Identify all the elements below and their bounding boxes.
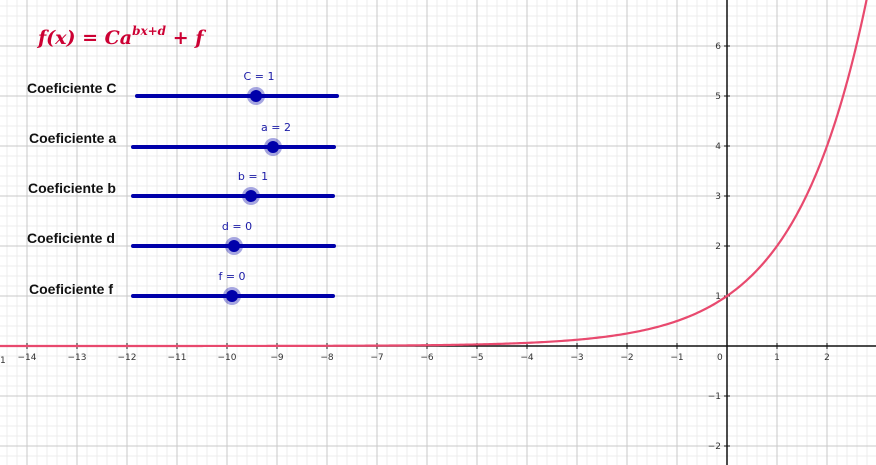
- edge-label: 1: [0, 356, 6, 366]
- slider-value-b: b = 1: [237, 170, 269, 183]
- function-curve[interactable]: [0, 0, 872, 348]
- y-tick-label: −2: [708, 442, 721, 452]
- x-tick-label: −5: [470, 353, 483, 363]
- y-tick-label: −1: [708, 392, 721, 402]
- y-tick-label: 5: [715, 92, 721, 102]
- slider-label-b: Coeficiente b: [28, 180, 116, 196]
- x-tick-label: −13: [68, 353, 87, 363]
- formula-lhs: f(x): [38, 27, 76, 49]
- slider-track-b[interactable]: [131, 194, 335, 198]
- x-tick-label: −4: [520, 353, 534, 363]
- slider-handle-b[interactable]: [245, 190, 257, 202]
- y-tick-labels: −2 −1 1 2 3 4 5 6: [708, 42, 730, 452]
- origin-label: 0: [717, 353, 723, 363]
- formula-tail: + f: [166, 27, 204, 49]
- formula-equals: =: [75, 27, 105, 49]
- function-formula: f(x) = Cabx+d + f: [38, 24, 203, 49]
- x-tick-label: −14: [18, 353, 37, 363]
- slider-value-c: C = 1: [243, 70, 275, 83]
- y-tick-label: 1: [715, 292, 721, 302]
- slider-handle-c[interactable]: [250, 90, 262, 102]
- slider-value-a: a = 2: [261, 121, 291, 134]
- slider-value-d: d = 0: [221, 220, 253, 233]
- x-tick-label: −10: [218, 353, 237, 363]
- formula-exponent: bx+d: [132, 24, 167, 38]
- slider-handle-d[interactable]: [228, 240, 240, 252]
- x-tick-label: 2: [824, 353, 830, 363]
- x-tick-label: 1: [774, 353, 780, 363]
- x-tick-label: −3: [570, 353, 583, 363]
- slider-label-a: Coeficiente a: [29, 130, 117, 146]
- y-tick-label: 4: [715, 142, 721, 152]
- slider-label-f: Coeficiente f: [29, 281, 114, 297]
- x-tick-label: −7: [370, 353, 383, 363]
- formula-base: Ca: [104, 27, 133, 49]
- x-tick-labels: −14 −13 −12 −11 −10 −9 −8 −7 −6 −5 −4 −3 −2 −1 1 2: [18, 343, 830, 363]
- slider-label-d: Coeficiente d: [27, 230, 115, 246]
- slider-track-a[interactable]: [131, 145, 336, 149]
- slider-label-c: Coeficiente C: [27, 80, 117, 96]
- y-tick-label: 6: [715, 42, 721, 52]
- x-tick-label: −6: [420, 353, 434, 363]
- x-tick-label: −9: [270, 353, 284, 363]
- x-tick-label: −1: [670, 353, 683, 363]
- x-tick-label: −8: [320, 353, 334, 363]
- x-tick-label: −12: [118, 353, 137, 363]
- slider-handle-a[interactable]: [267, 141, 279, 153]
- x-tick-label: −11: [168, 353, 187, 363]
- x-tick-label: −2: [620, 353, 633, 363]
- y-tick-label: 3: [715, 192, 721, 202]
- slider-value-f: f = 0: [218, 270, 246, 283]
- y-tick-label: 2: [715, 242, 721, 252]
- slider-handle-f[interactable]: [226, 290, 238, 302]
- slider-track-c[interactable]: [135, 94, 339, 98]
